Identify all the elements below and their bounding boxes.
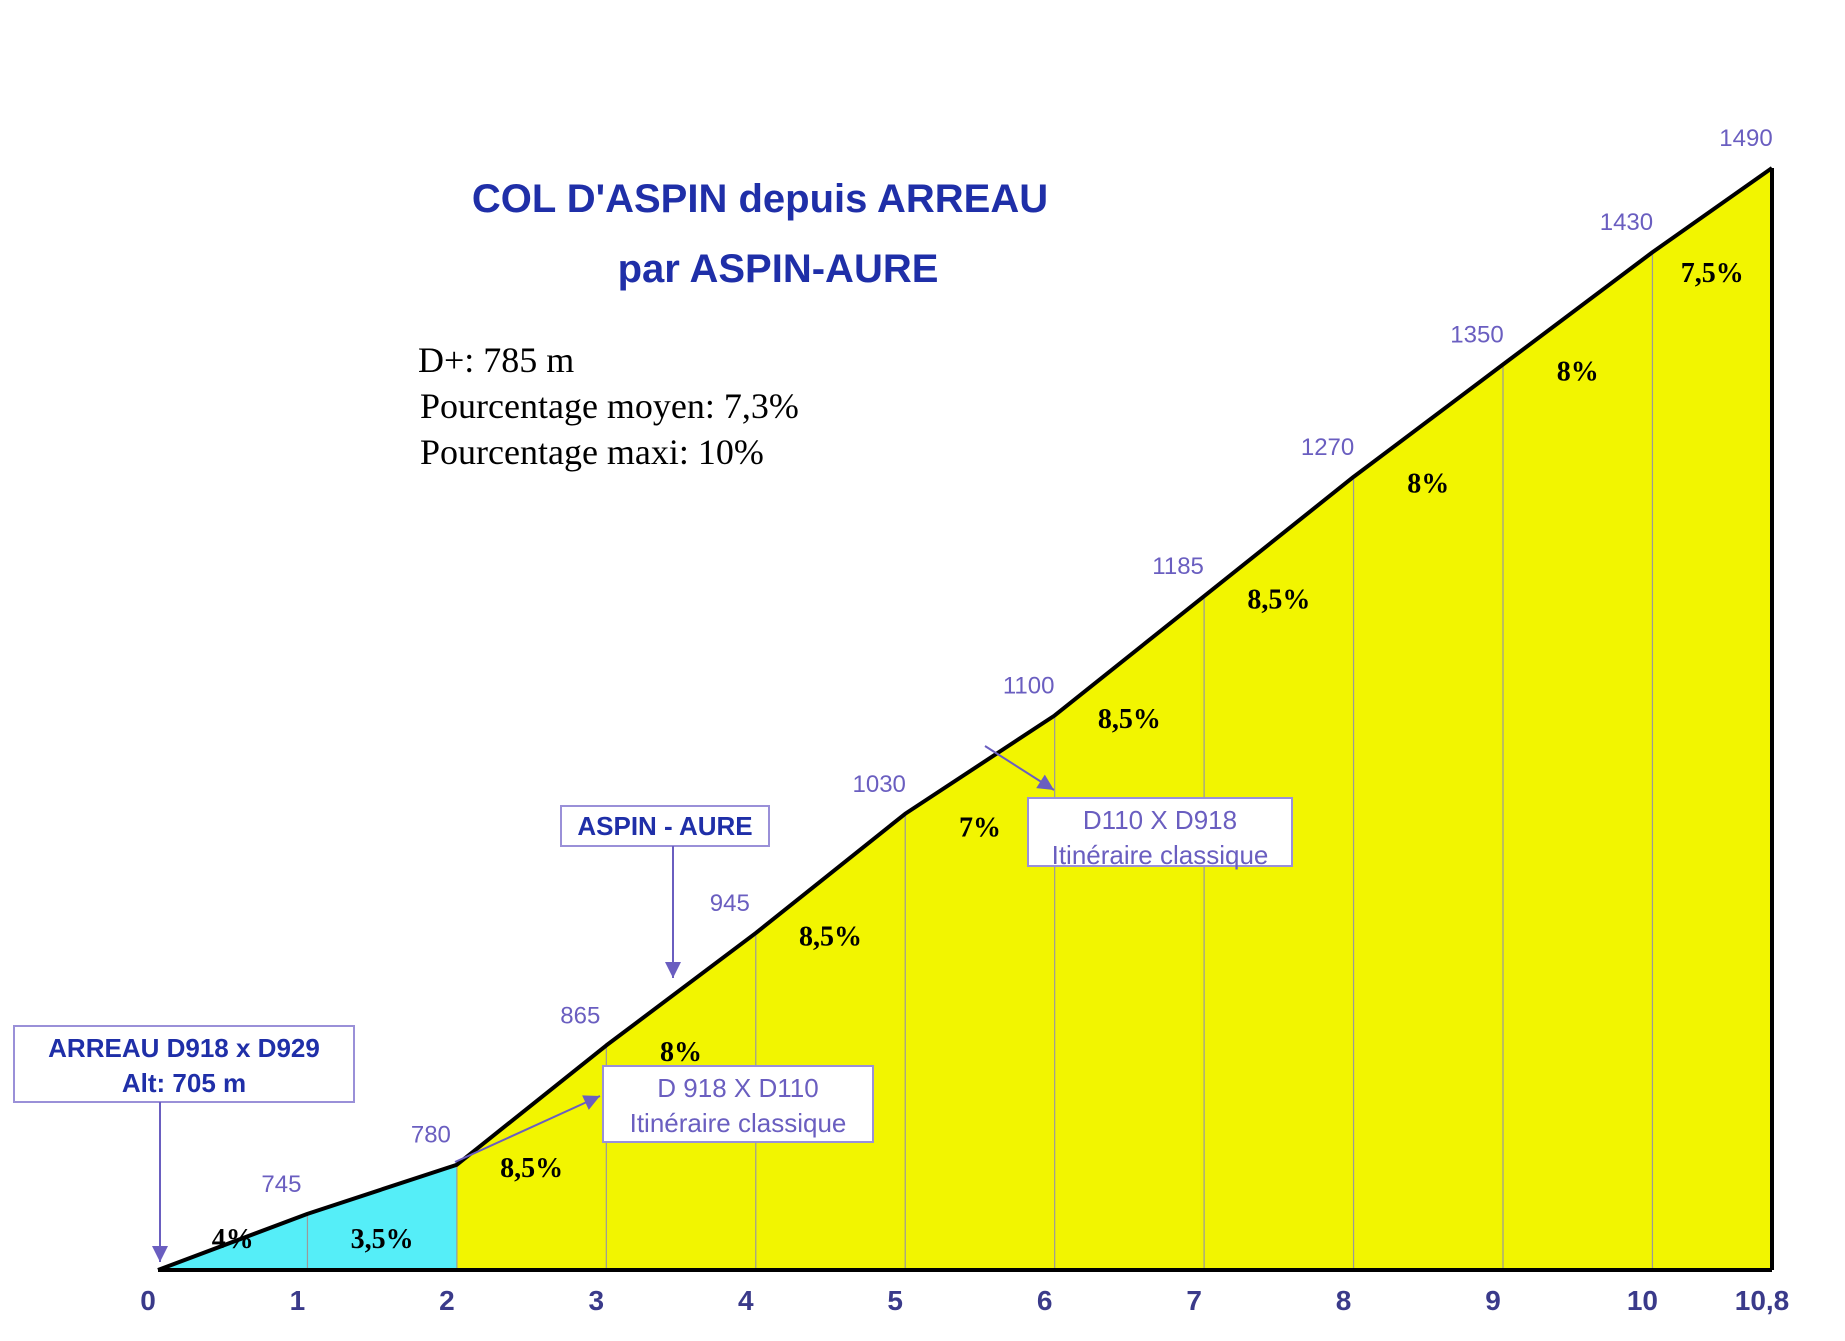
grade-segment-4 — [755, 813, 906, 1270]
grade-labels: 4% 3,5% 8,5% 8% 8,5% 7% 8,5% 8,5% 8% 8% 7,5% — [212, 258, 1744, 1255]
grade-label-4: 8,5% — [799, 921, 862, 952]
profile-line — [157, 166, 1774, 1272]
grade-segment-10 — [1652, 168, 1772, 1270]
annotation-line1-2: D 918 X D110 — [657, 1073, 818, 1103]
annotation-line2-3: Itinéraire classique — [1052, 840, 1269, 870]
grade-label-10: 7,5% — [1681, 258, 1744, 289]
x-tick-label-1: 1 — [290, 1285, 306, 1316]
annotation-box-2 — [602, 1065, 874, 1143]
annotation-line1-0: ARREAU D918 x D929 — [48, 1033, 320, 1063]
grade-label-3: 8% — [660, 1037, 702, 1068]
chart-title-line1: COL D'ASPIN depuis ARREAU — [472, 177, 1048, 221]
x-tick-label-6: 6 — [1037, 1285, 1053, 1316]
annotation-arrowhead-1 — [665, 962, 681, 978]
grade-label-8: 8% — [1407, 469, 1449, 500]
grade-label-2: 8,5% — [500, 1153, 563, 1184]
annotation-3: D110 X D918 Itinéraire classique — [984, 745, 1293, 870]
altitude-label-11: 1490 — [1719, 125, 1772, 152]
x-tick-label-7: 7 — [1186, 1285, 1202, 1316]
stat-max-grade: Pourcentage maxi: 10% — [420, 432, 764, 472]
x-tick-label-0: 0 — [140, 1285, 156, 1316]
grade-segment-8 — [1353, 364, 1503, 1270]
annotation-box-1 — [560, 805, 770, 847]
grade-label-6: 8,5% — [1098, 704, 1161, 735]
chart-title-line2: par ASPIN-AURE — [618, 247, 939, 291]
annotations: ARREAU D918 x D929 Alt: 705 m ASPIN - AURE… — [13, 745, 1293, 1262]
x-tick-label-2: 2 — [439, 1285, 455, 1316]
annotation-0: ARREAU D918 x D929 Alt: 705 m — [13, 1025, 355, 1262]
x-tick-label-10: 10 — [1627, 1285, 1658, 1316]
profile-outline — [157, 166, 1774, 1272]
annotation-line1-1: ASPIN - AURE — [577, 811, 752, 841]
annotation-arrow-2 — [454, 1095, 601, 1163]
x-tick-label-11: 10,8 — [1735, 1285, 1790, 1316]
x-tick-label-3: 3 — [589, 1285, 605, 1316]
annotation-line1-3: D110 X D918 — [1083, 805, 1237, 835]
annotation-1: ASPIN - AURE — [560, 805, 770, 978]
annotation-box-0 — [13, 1025, 355, 1103]
altitude-label-7: 1185 — [1152, 553, 1204, 580]
grade-segment-9 — [1503, 252, 1653, 1270]
stat-elevation-gain: D+: 785 m — [418, 340, 574, 380]
x-tick-label-8: 8 — [1336, 1285, 1352, 1316]
grade-label-9: 8% — [1557, 356, 1599, 387]
grade-segment-2 — [456, 1045, 607, 1270]
grade-segments — [158, 168, 1772, 1270]
stat-average-grade: Pourcentage moyen: 7,3% — [420, 386, 799, 426]
grade-segment-5 — [905, 715, 1055, 1270]
altitude-label-1: 745 — [261, 1171, 301, 1198]
grade-label-0: 4% — [212, 1224, 254, 1255]
x-axis-tick-labels: 0 1 2 3 4 5 6 7 8 9 10 10,8 — [140, 1285, 1789, 1316]
altitude-labels: 745 780 865 945 1030 1100 1185 1270 1350 1430 1490 — [261, 125, 1772, 1198]
x-tick-label-9: 9 — [1485, 1285, 1501, 1316]
altitude-label-9: 1350 — [1450, 322, 1503, 349]
annotation-box-3 — [1027, 797, 1293, 867]
grade-label-1: 3,5% — [351, 1224, 414, 1255]
altitude-label-6: 1100 — [1003, 672, 1055, 699]
annotation-line2-2: Itinéraire classique — [630, 1108, 847, 1138]
grade-label-5: 7% — [959, 813, 1001, 844]
altitude-label-3: 865 — [560, 1002, 600, 1029]
annotation-arrowhead-3 — [1036, 774, 1054, 790]
altitude-label-4: 945 — [710, 890, 750, 917]
altitude-label-10: 1430 — [1600, 209, 1653, 236]
annotation-arrowhead-0 — [152, 1246, 168, 1262]
annotation-2: D 918 X D110 Itinéraire classique — [454, 1065, 874, 1163]
annotation-arrowhead-2 — [582, 1095, 600, 1110]
annotation-line2-0: Alt: 705 m — [122, 1068, 246, 1098]
grade-label-7: 8,5% — [1247, 585, 1310, 616]
grade-segment-6 — [1054, 596, 1205, 1270]
grade-segment-1 — [307, 1164, 457, 1270]
x-tick-label-5: 5 — [887, 1285, 903, 1316]
altitude-label-2: 780 — [411, 1122, 451, 1149]
x-tick-label-4: 4 — [738, 1285, 754, 1316]
grade-segment-7 — [1204, 476, 1354, 1270]
altitude-label-8: 1270 — [1301, 434, 1354, 461]
altitude-label-5: 1030 — [853, 771, 906, 798]
